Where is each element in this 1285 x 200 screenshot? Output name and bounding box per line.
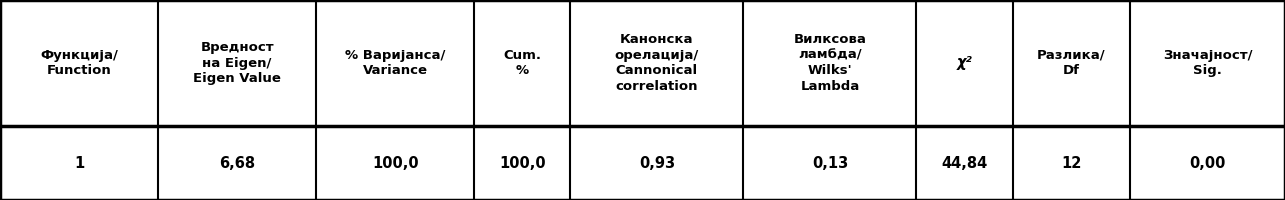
Text: % Варијанса/
Variance: % Варијанса/ Variance bbox=[346, 49, 446, 77]
Text: 0,00: 0,00 bbox=[1190, 156, 1226, 170]
Text: Вредност
на Eigen/
Eigen Value: Вредност на Eigen/ Eigen Value bbox=[193, 41, 281, 85]
Text: 1: 1 bbox=[75, 156, 85, 170]
Text: χ²: χ² bbox=[956, 55, 973, 71]
Text: 100,0: 100,0 bbox=[499, 156, 546, 170]
Text: Cum.
%: Cum. % bbox=[504, 49, 541, 77]
Text: 0,13: 0,13 bbox=[812, 156, 848, 170]
Text: Функција/
Function: Функција/ Function bbox=[40, 49, 118, 77]
Text: 12: 12 bbox=[1061, 156, 1082, 170]
Text: Разлика/
Df: Разлика/ Df bbox=[1037, 49, 1105, 77]
Text: Значајност/
Sig.: Значајност/ Sig. bbox=[1163, 49, 1253, 77]
Text: 100,0: 100,0 bbox=[371, 156, 419, 170]
Text: 0,93: 0,93 bbox=[639, 156, 675, 170]
Text: Вилксова
ламбда/
Wilks'
Lambda: Вилксова ламбда/ Wilks' Lambda bbox=[794, 33, 866, 93]
Text: 44,84: 44,84 bbox=[942, 156, 988, 170]
Text: Канонска
орелација/
Cannonical
correlation: Канонска орелација/ Cannonical correlati… bbox=[614, 33, 699, 93]
Text: 6,68: 6,68 bbox=[218, 156, 256, 170]
